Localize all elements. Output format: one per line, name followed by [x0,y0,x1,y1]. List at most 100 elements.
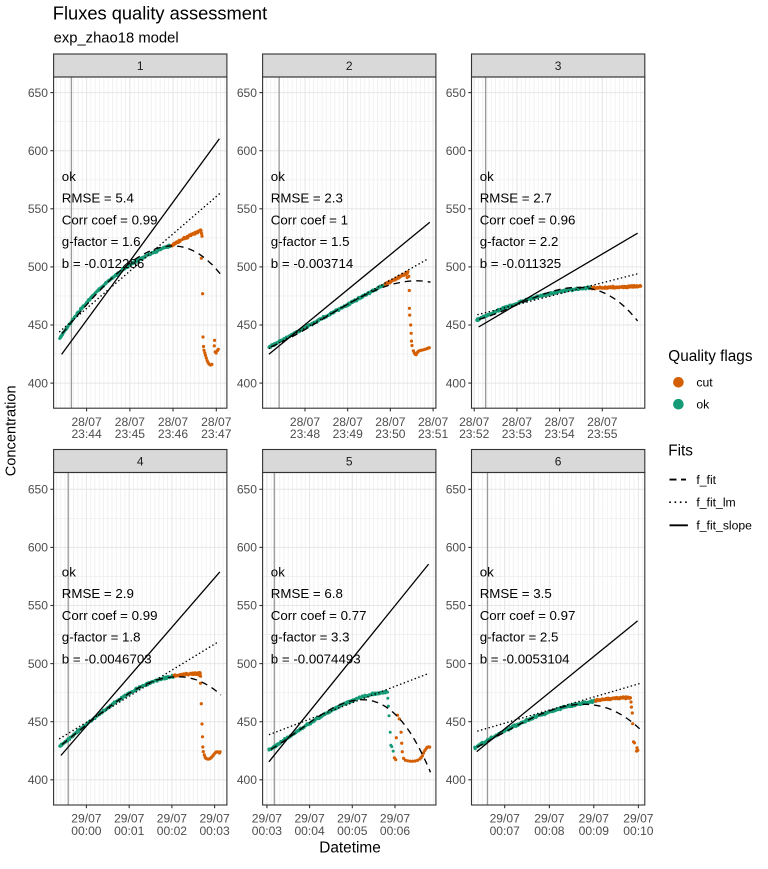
svg-text:550: 550 [28,599,48,613]
svg-text:b = -0.011325: b = -0.011325 [480,256,561,271]
svg-text:f_fit: f_fit [696,473,716,487]
svg-text:600: 600 [237,144,257,158]
svg-text:650: 650 [237,483,257,497]
svg-text:00:08: 00:08 [534,824,565,838]
svg-text:ok: ok [62,169,76,184]
svg-text:Corr coef = 0.99: Corr coef = 0.99 [62,608,158,623]
svg-text:ok: ok [271,169,285,184]
svg-text:500: 500 [28,260,48,274]
svg-text:RMSE = 2.3: RMSE = 2.3 [271,191,343,206]
svg-text:23:50: 23:50 [375,427,406,441]
svg-text:500: 500 [237,260,257,274]
svg-text:4: 4 [137,454,144,468]
svg-text:28/07: 28/07 [418,415,449,429]
svg-text:23:46: 23:46 [158,427,189,441]
svg-text:550: 550 [28,202,48,216]
svg-text:RMSE = 3.5: RMSE = 3.5 [480,586,552,601]
svg-text:b = -0.0046703: b = -0.0046703 [62,651,152,666]
svg-text:450: 450 [28,318,48,332]
svg-text:00:01: 00:01 [114,824,145,838]
svg-text:400: 400 [446,773,466,787]
svg-text:400: 400 [28,773,48,787]
svg-text:650: 650 [28,86,48,100]
svg-text:550: 550 [237,599,257,613]
svg-text:g-factor = 2.5: g-factor = 2.5 [480,630,559,645]
svg-text:exp_zhao18 model: exp_zhao18 model [54,31,179,47]
svg-text:23:51: 23:51 [418,427,449,441]
svg-text:29/07: 29/07 [252,812,283,826]
svg-text:Corr coef = 1: Corr coef = 1 [271,212,348,227]
svg-text:450: 450 [28,715,48,729]
svg-text:ok: ok [271,565,285,580]
svg-text:450: 450 [237,715,257,729]
svg-text:b = -0.0074493: b = -0.0074493 [271,651,361,666]
svg-text:f_fit_lm: f_fit_lm [696,496,735,510]
svg-text:29/07: 29/07 [534,812,565,826]
svg-text:ok: ok [480,565,494,580]
svg-text:29/07: 29/07 [490,812,521,826]
svg-text:23:49: 23:49 [333,427,364,441]
svg-text:RMSE = 2.7: RMSE = 2.7 [480,191,552,206]
svg-text:28/07: 28/07 [158,415,189,429]
svg-text:28/07: 28/07 [71,415,102,429]
svg-text:RMSE = 5.4: RMSE = 5.4 [62,191,134,206]
svg-text:29/07: 29/07 [114,812,145,826]
svg-text:28/07: 28/07 [587,415,618,429]
svg-text:00:06: 00:06 [380,824,411,838]
svg-text:28/07: 28/07 [333,415,364,429]
svg-text:29/07: 29/07 [623,812,654,826]
svg-text:29/07: 29/07 [199,812,230,826]
svg-text:600: 600 [237,541,257,555]
svg-text:g-factor = 1.5: g-factor = 1.5 [271,234,350,249]
svg-text:cut: cut [696,376,713,390]
svg-text:Fluxes quality assessment: Fluxes quality assessment [53,3,267,24]
svg-text:2: 2 [346,59,353,73]
svg-text:400: 400 [446,376,466,390]
svg-text:600: 600 [28,144,48,158]
svg-text:ok: ok [696,398,710,412]
svg-text:28/07: 28/07 [290,415,321,429]
svg-text:g-factor = 2.2: g-factor = 2.2 [480,234,559,249]
svg-text:28/07: 28/07 [201,415,232,429]
svg-text:Quality flags: Quality flags [668,348,753,365]
svg-text:600: 600 [28,541,48,555]
svg-text:550: 550 [446,599,466,613]
svg-text:500: 500 [237,657,257,671]
svg-text:600: 600 [446,541,466,555]
svg-text:400: 400 [237,773,257,787]
svg-text:23:44: 23:44 [71,427,102,441]
svg-text:23:48: 23:48 [290,427,321,441]
svg-text:5: 5 [346,454,353,468]
svg-text:g-factor = 3.3: g-factor = 3.3 [271,630,350,645]
svg-text:650: 650 [446,86,466,100]
svg-text:b = -0.012286: b = -0.012286 [62,256,144,271]
svg-text:00:04: 00:04 [294,824,325,838]
svg-text:23:52: 23:52 [459,427,490,441]
svg-text:29/07: 29/07 [157,812,188,826]
svg-text:650: 650 [28,483,48,497]
svg-text:00:03: 00:03 [199,824,230,838]
svg-text:Corr coef = 0.77: Corr coef = 0.77 [271,608,367,623]
svg-text:29/07: 29/07 [294,812,325,826]
svg-text:g-factor = 1.6: g-factor = 1.6 [62,234,141,249]
svg-text:29/07: 29/07 [71,812,102,826]
svg-text:00:03: 00:03 [252,824,283,838]
svg-text:600: 600 [446,144,466,158]
svg-text:23:53: 23:53 [502,427,533,441]
svg-text:00:02: 00:02 [157,824,188,838]
svg-text:28/07: 28/07 [502,415,533,429]
svg-text:3: 3 [555,59,562,73]
svg-text:28/07: 28/07 [544,415,575,429]
svg-text:23:54: 23:54 [544,427,575,441]
svg-text:ok: ok [62,565,76,580]
svg-text:550: 550 [237,202,257,216]
svg-text:Corr coef = 0.97: Corr coef = 0.97 [480,608,576,623]
svg-text:Datetime: Datetime [319,840,381,857]
svg-text:400: 400 [28,376,48,390]
svg-text:00:05: 00:05 [337,824,368,838]
svg-text:28/07: 28/07 [375,415,406,429]
svg-text:00:09: 00:09 [579,824,610,838]
svg-text:550: 550 [446,202,466,216]
svg-text:b = -0.0053104: b = -0.0053104 [480,651,570,666]
svg-text:29/07: 29/07 [337,812,368,826]
